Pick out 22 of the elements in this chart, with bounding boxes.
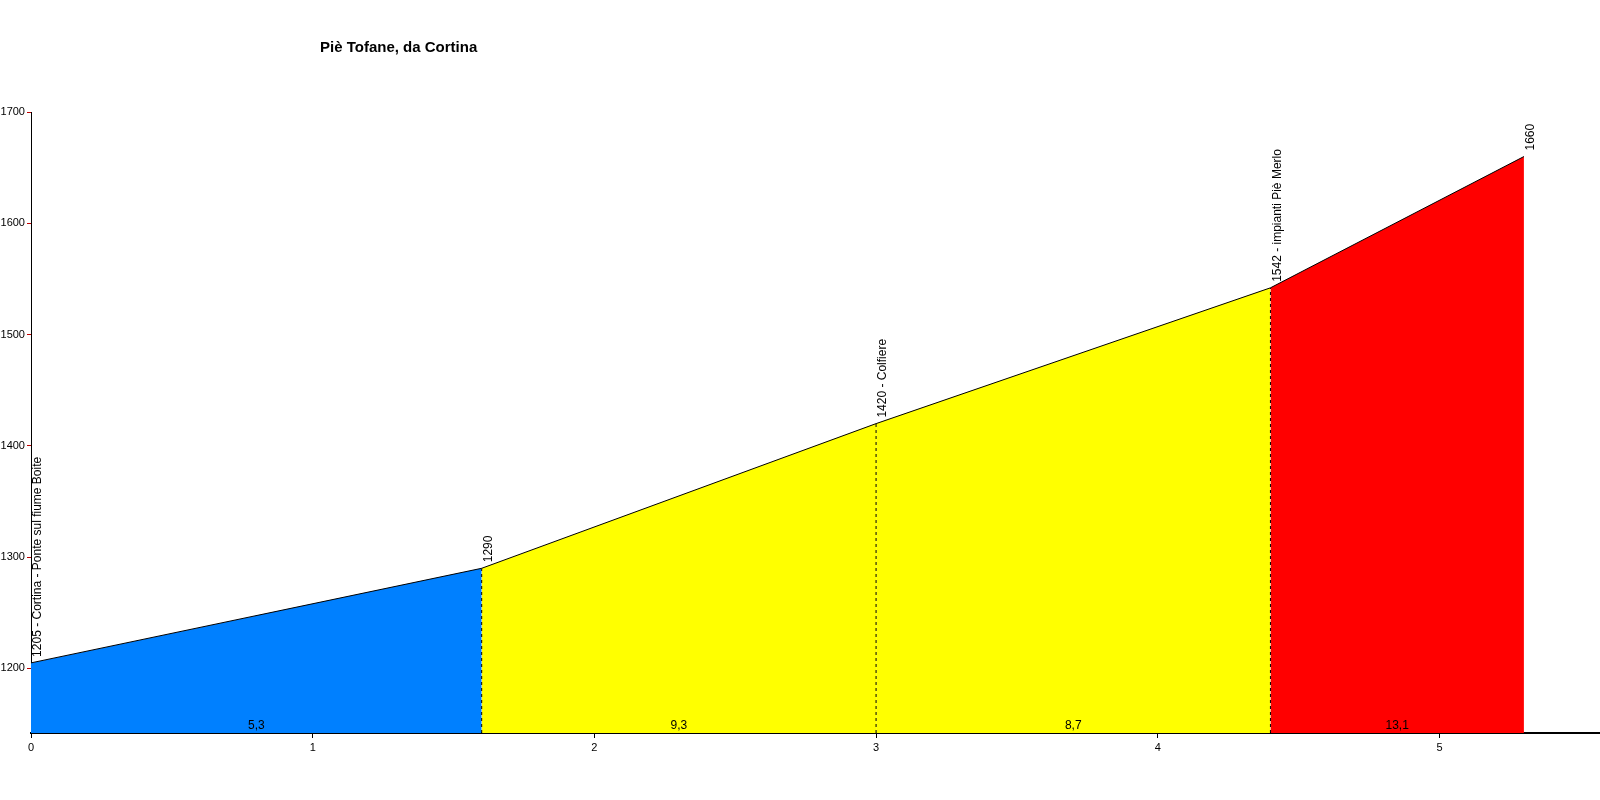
annotation: 13,1 — [1385, 718, 1410, 733]
annotation: 1420 - Colfiere — [875, 338, 890, 418]
annotation: 1660 — [1523, 123, 1538, 151]
x-tick-label: 0 — [27, 740, 35, 753]
annotation: 1205 - Cortina - Ponte sul fiume Boite — [30, 456, 45, 657]
y-tick-label: 1200 — [0, 661, 25, 674]
y-tick-label: 1500 — [0, 327, 25, 340]
y-tick-label: 1300 — [0, 550, 25, 563]
x-tick-label: 1 — [309, 740, 316, 753]
chart-title: Piè Tofane, da Cortina — [320, 38, 478, 55]
annotation: 5,3 — [248, 718, 266, 733]
annotation: 9,3 — [670, 718, 688, 733]
x-tick-label: 4 — [1154, 740, 1161, 753]
annotation: 1290 — [481, 535, 496, 563]
annotation: 8,7 — [1064, 718, 1082, 733]
x-tick-label: 5 — [1436, 740, 1443, 753]
y-tick-label: 1700 — [0, 105, 25, 118]
annotation: 1542 - impianti Piè Merlo — [1269, 148, 1284, 282]
x-tick-label: 3 — [873, 740, 880, 753]
y-tick-label: 1600 — [0, 216, 25, 229]
y-tick-label: 1400 — [0, 438, 25, 451]
x-tick-label: 2 — [591, 740, 598, 753]
